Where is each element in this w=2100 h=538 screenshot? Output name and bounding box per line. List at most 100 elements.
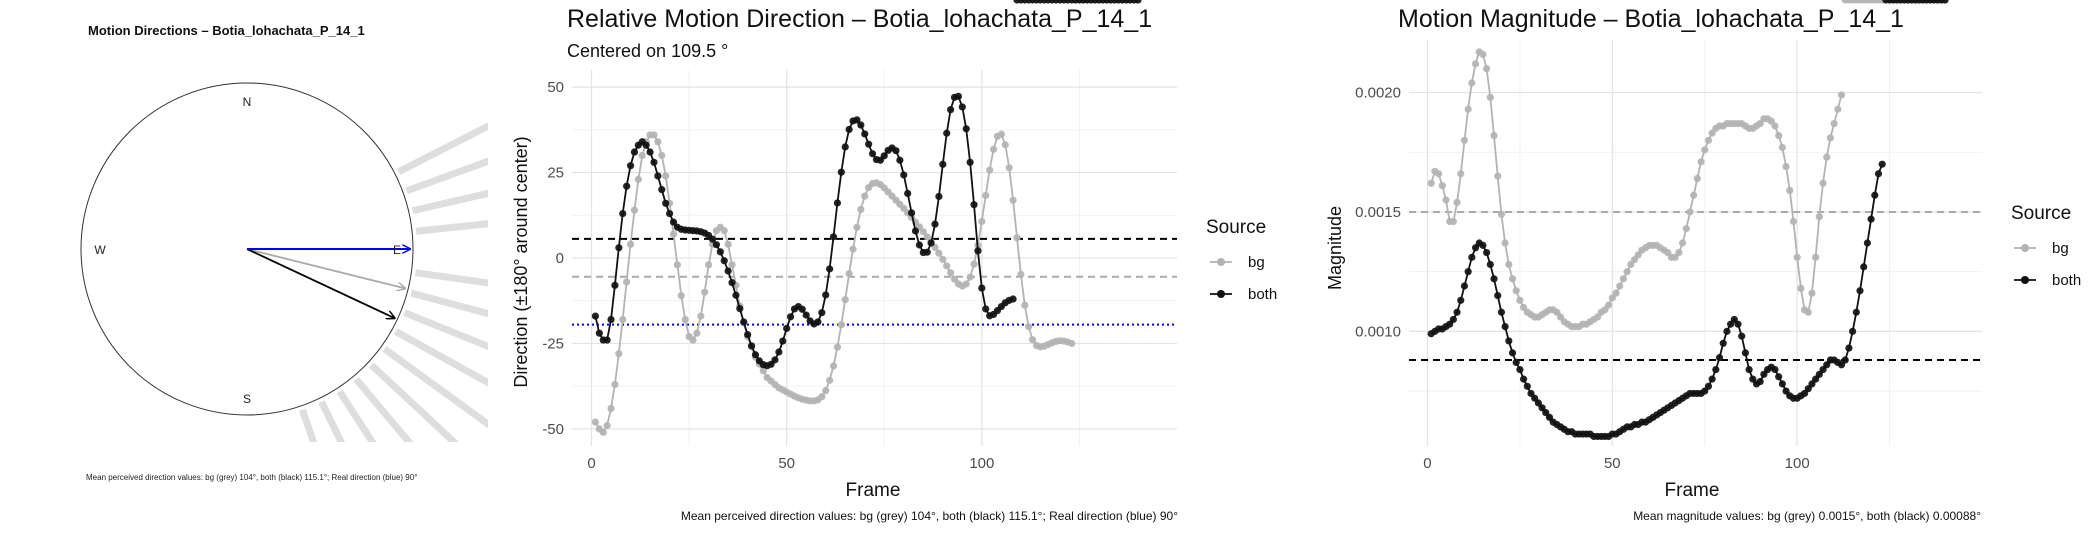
data-point: [1520, 375, 1528, 383]
data-point: [829, 233, 838, 241]
legend: Source bg both: [2011, 203, 2081, 289]
legend: Source bg both: [1206, 217, 1277, 303]
legend-item: both: [1210, 286, 1277, 303]
data-point: [822, 387, 830, 395]
y-axis-label: Magnitude: [1325, 206, 1345, 290]
data-point: [853, 223, 861, 231]
data-point: [677, 292, 685, 300]
data-point: [1505, 337, 1513, 345]
compass-label-e: E: [393, 243, 401, 257]
data-point: [1501, 239, 1509, 247]
data-point: [997, 130, 1005, 138]
data-point: [786, 313, 795, 321]
data-point: [630, 206, 639, 214]
data-point: [1775, 373, 1783, 381]
data-point: [1704, 136, 1713, 144]
data-point: [904, 189, 912, 197]
data-point: [1690, 191, 1698, 199]
data-point: [724, 267, 732, 275]
data-point: [716, 248, 724, 256]
data-point: [744, 330, 752, 339]
data-point: [1490, 275, 1498, 283]
data-point: [927, 239, 935, 247]
data-point: [962, 125, 970, 133]
data-point: [1494, 172, 1502, 180]
data-point: [654, 172, 662, 180]
data-point: [1678, 239, 1687, 247]
data-point: [1501, 322, 1509, 331]
compass-label-w: W: [94, 243, 106, 257]
data-point: [1017, 270, 1025, 279]
data-point: [595, 329, 603, 337]
data-point: [615, 350, 623, 358]
data-point: [911, 227, 920, 235]
data-point: [740, 318, 748, 326]
data-point: [1867, 215, 1875, 223]
data-point: [1483, 248, 1491, 257]
legend-item: both: [2014, 272, 2081, 289]
data-point: [974, 247, 982, 255]
data-point: [1616, 282, 1624, 290]
data-point: [712, 241, 721, 249]
data-point: [1738, 332, 1746, 340]
data-point: [607, 315, 615, 324]
data-point: [954, 92, 963, 100]
data-point: [1815, 213, 1823, 221]
data-point: [966, 273, 974, 281]
data-point: [1860, 263, 1868, 271]
data-point: [1619, 275, 1628, 283]
data-point: [775, 348, 783, 356]
distribution-spoke: [336, 389, 377, 442]
data-point: [591, 312, 600, 320]
data-point: [1068, 339, 1076, 348]
polar-direction-panel: Motion Directions – Botia_lohachata_P_14…: [0, 0, 510, 533]
data-point: [623, 182, 631, 190]
relative-direction-panel: Relative Motion Direction – Botia_lohach…: [500, 0, 1310, 533]
data-point: [1871, 191, 1879, 199]
data-point: [708, 235, 717, 243]
data-point: [1001, 141, 1009, 149]
distribution-spoke: [393, 328, 488, 387]
data-point: [939, 160, 947, 168]
data-point: [1793, 253, 1801, 261]
data-point: [1512, 358, 1520, 367]
distribution-spoke: [368, 362, 460, 442]
data-point: [818, 393, 826, 401]
data-point: [1009, 196, 1017, 204]
data-point: [728, 279, 736, 287]
data-point: [783, 324, 791, 333]
data-point: [1486, 93, 1494, 101]
data-point: [868, 150, 877, 158]
data-point: [638, 151, 646, 160]
direction-line-chart: Relative Motion Direction – Botia_lohach…: [511, 0, 1277, 523]
data-point: [1605, 301, 1613, 309]
data-point: [1771, 365, 1779, 374]
data-point: [943, 129, 951, 137]
data-point: [1734, 320, 1742, 328]
y-tick-label: 0.0010: [1355, 323, 1401, 340]
data-point: [829, 362, 838, 370]
x-tick-label: 50: [1604, 455, 1621, 472]
data-point: [705, 261, 713, 269]
chart-title: Motion Magnitude – Botia_lohachata_P_14_…: [1398, 5, 1904, 33]
data-point: [634, 175, 642, 183]
data-point: [662, 199, 670, 207]
data-point: [1778, 143, 1786, 152]
data-point: [986, 166, 994, 174]
data-point: [751, 351, 760, 359]
data-point: [1508, 349, 1517, 357]
data-point: [1457, 170, 1465, 178]
x-tick-label: 0: [587, 455, 595, 472]
y-tick-label: 50: [547, 79, 564, 96]
chart-caption: Mean perceived direction values: bg (gre…: [681, 509, 1178, 523]
data-point: [1457, 296, 1465, 304]
legend-label: both: [1248, 286, 1277, 303]
data-point: [1874, 170, 1883, 178]
data-point: [720, 227, 728, 235]
chart-caption: Mean magnitude values: bg (grey) 0.0015°…: [1633, 509, 1981, 523]
data-point: [658, 151, 666, 160]
data-point: [833, 343, 842, 351]
data-point: [689, 336, 697, 344]
y-tick-label: 25: [547, 165, 564, 182]
data-point: [1516, 365, 1524, 374]
